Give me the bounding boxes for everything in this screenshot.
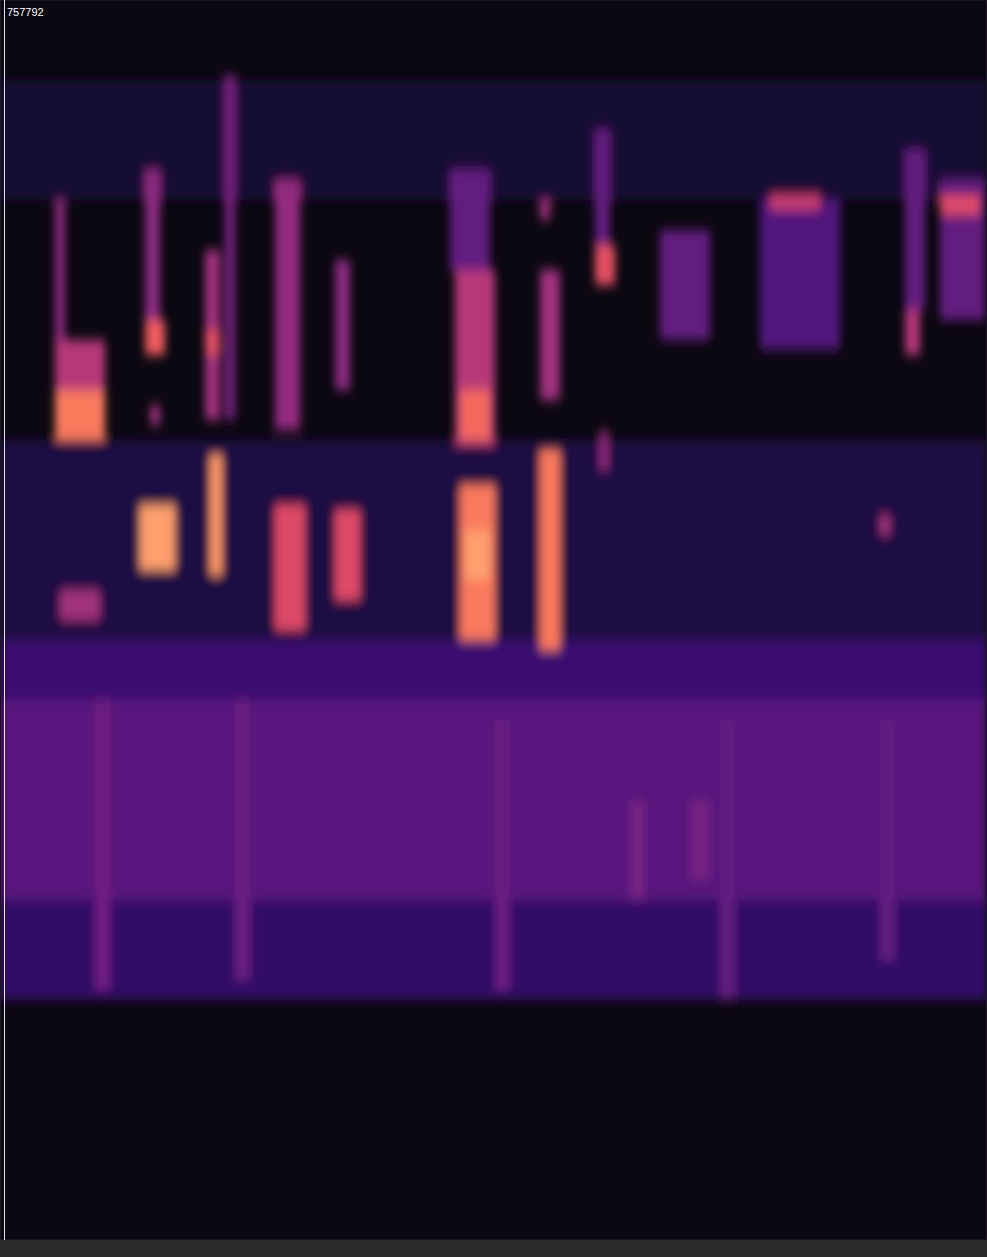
spectrogram-cell <box>335 510 360 600</box>
spectrogram-cell <box>450 170 490 270</box>
plot-frame <box>1 1 987 1240</box>
spectrogram-cell <box>690 800 710 880</box>
spectrogram-cell <box>540 270 560 400</box>
spectrogram-cell <box>55 340 105 390</box>
spectrogram-cell <box>595 130 610 245</box>
spectrogram-cell <box>495 720 510 990</box>
spectrogram-cell <box>205 330 220 355</box>
spectrogram-cell <box>660 230 710 340</box>
spectrogram-svg: 757792 <box>0 0 987 1257</box>
spectrogram-cell <box>275 180 300 430</box>
plot-background <box>0 0 987 1240</box>
spectrogram-cell <box>0 640 987 700</box>
spectrogram-cell <box>55 200 65 340</box>
spectrogram-cell <box>0 440 987 640</box>
spectrogram-cell <box>275 505 305 630</box>
spectrogram-cell <box>940 180 985 320</box>
spectrogram-cell <box>460 390 490 440</box>
spectrogram-cell <box>760 200 840 350</box>
spectrogram-cell <box>55 390 105 440</box>
spectrogram-cell <box>595 245 615 285</box>
cursor-line <box>4 0 5 1240</box>
spectrogram-cell <box>905 310 920 355</box>
spectrogram-cell <box>0 900 987 1000</box>
spectrogram-cell <box>210 455 222 575</box>
spectrogram-cell <box>770 195 820 210</box>
spectrogram-cell <box>465 530 490 580</box>
spectrogram-cell <box>145 320 165 355</box>
spectrogram-cell <box>630 800 645 900</box>
spectrogram-cell <box>460 485 495 640</box>
cells <box>0 75 987 1000</box>
spectrogram-cell <box>95 700 110 990</box>
spectrogram-cell <box>720 720 735 1000</box>
cursor-label: 757792 <box>7 6 44 18</box>
spectrogram-cell <box>145 170 160 320</box>
spectrogram-cell <box>600 430 608 470</box>
spectrogram-cell <box>235 700 250 980</box>
spectrogram-cell <box>150 405 160 425</box>
spectrogram-cell <box>880 515 890 535</box>
spectrogram-cell <box>880 720 895 960</box>
spectrogram-cell <box>540 450 560 650</box>
spectrogram-cell <box>140 505 175 570</box>
status-strip <box>0 1240 987 1257</box>
spectrogram-cell <box>60 590 100 620</box>
spectrogram-cell <box>940 195 980 215</box>
spectrogram-cell <box>0 700 987 900</box>
plot-area <box>0 75 987 1000</box>
spectrogram-cell <box>225 75 235 420</box>
spectrogram-cell <box>455 270 495 445</box>
spectrogram-cell <box>205 250 220 420</box>
spectrogram-cell <box>905 150 925 310</box>
spectrogram-cell <box>335 260 350 390</box>
spectrogram-cell <box>540 200 550 220</box>
